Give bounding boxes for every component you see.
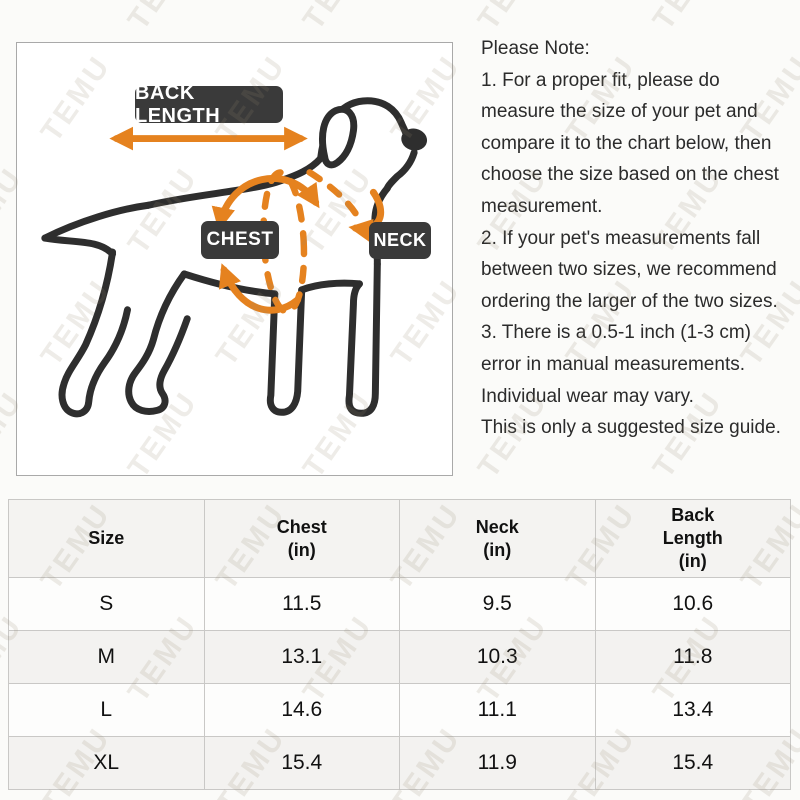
- neck-cell: 10.3: [399, 630, 596, 684]
- please-note-text: Please Note: 1. For a proper fit, please…: [481, 33, 799, 444]
- watermark-text: TEMU: [0, 0, 30, 36]
- note-line: between two sizes, we recommend: [481, 259, 777, 281]
- back-length-cell: 13.4: [594, 683, 791, 737]
- note-line: This is only a suggested size guide.: [481, 417, 781, 439]
- note-line: measurement.: [481, 195, 603, 217]
- chest-top-arrow: [211, 175, 320, 232]
- note-line: compare it to the chart below, then: [481, 132, 772, 154]
- note-line: choose the size based on the chest: [481, 164, 779, 186]
- measurement-diagram: BACK LENGTH CHEST NECK: [16, 42, 453, 476]
- table-row: XL 15.4 11.9 15.4: [8, 736, 791, 790]
- neck-cell: 11.9: [399, 736, 596, 790]
- note-line: measure the size of your pet and: [481, 101, 758, 123]
- neck-cell: 9.5: [399, 577, 596, 631]
- neck-arrow: [348, 188, 385, 243]
- neck-girth-dashed: [306, 169, 361, 220]
- dog-ear: [319, 105, 358, 169]
- note-line: 3. There is a 0.5-1 inch (1-3 cm): [481, 322, 751, 344]
- table-header-row: Size Chest (in) Neck (in) Back Length (i…: [8, 499, 791, 578]
- watermark-text: TEMU: [297, 0, 380, 36]
- size-cell: L: [8, 683, 205, 737]
- back-length-cell: 10.6: [594, 577, 791, 631]
- table-row: S 11.5 9.5 10.6: [8, 577, 791, 631]
- col-header-back-length: Back Length (in): [594, 499, 791, 578]
- note-line: 2. If your pet's measurements fall: [481, 227, 761, 249]
- note-line: Individual wear may vary.: [481, 385, 694, 407]
- watermark-text: TEMU: [472, 0, 555, 36]
- dog-illustration: [41, 97, 428, 418]
- back-length-cell: 15.4: [594, 736, 791, 790]
- neck-label: NECK: [369, 222, 431, 259]
- chest-bottom-arrow: [218, 263, 302, 314]
- watermark-text: TEMU: [122, 0, 205, 36]
- measurement-marks: [109, 126, 385, 315]
- size-cell: XL: [8, 736, 205, 790]
- chest-cell: 14.6: [203, 683, 400, 737]
- watermark-text: TEMU: [647, 0, 730, 36]
- col-header-chest: Chest (in): [203, 499, 400, 578]
- size-cell: M: [8, 630, 205, 684]
- chest-label: CHEST: [201, 221, 279, 259]
- col-header-neck: Neck (in): [399, 499, 596, 578]
- table-row: M 13.1 10.3 11.8: [8, 630, 791, 684]
- dog-nose: [401, 128, 428, 151]
- table-row: L 14.6 11.1 13.4: [8, 683, 791, 737]
- note-line: 1. For a proper fit, please do: [481, 69, 720, 91]
- chest-girth-dashed: [260, 169, 308, 315]
- chest-cell: 11.5: [203, 577, 400, 631]
- chest-cell: 13.1: [203, 630, 400, 684]
- col-header-size: Size: [8, 499, 205, 578]
- size-cell: S: [8, 577, 205, 631]
- chest-cell: 15.4: [203, 736, 400, 790]
- back-length-cell: 11.8: [594, 630, 791, 684]
- note-line: Please Note:: [481, 38, 590, 59]
- note-line: error in manual measurements.: [481, 353, 745, 375]
- back-length-label: BACK LENGTH: [135, 82, 283, 127]
- neck-cell: 11.1: [399, 683, 596, 737]
- size-chart-table: Size Chest (in) Neck (in) Back Length (i…: [8, 499, 791, 790]
- note-line: ordering the larger of the two sizes.: [481, 290, 778, 312]
